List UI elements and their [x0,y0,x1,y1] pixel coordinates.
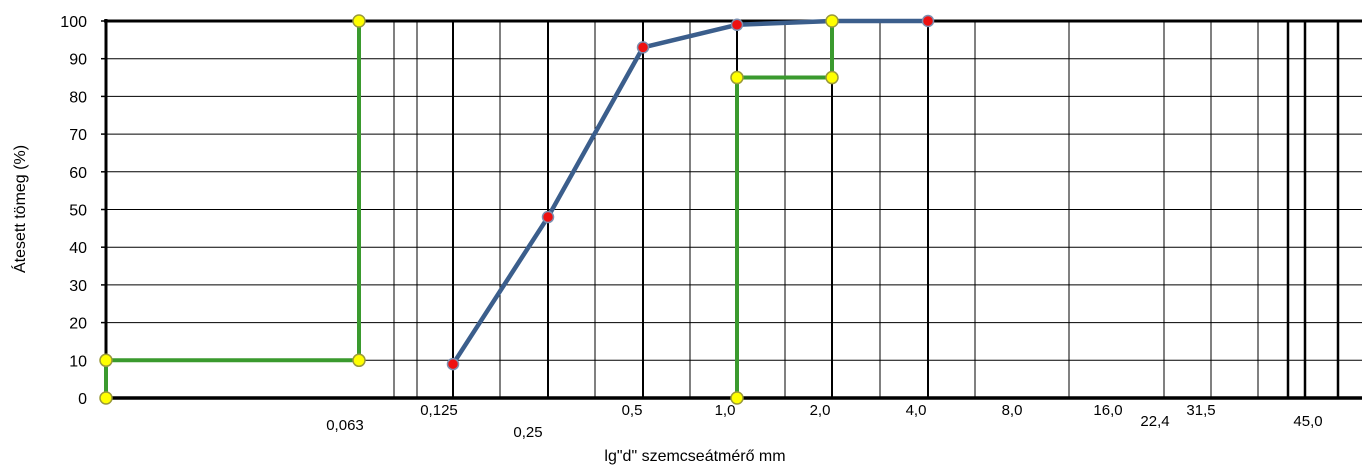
series-layer [104,18,931,400]
x-tick-label: 8,0 [1002,402,1023,419]
y-tick-label: 20 [69,316,87,333]
y-tick-label: 10 [69,353,87,370]
grading-curve-point [730,18,744,32]
x-tick-label: 0,063 [326,417,364,434]
x-tick-label: 0,5 [622,402,643,419]
grading-curve-point [636,41,650,54]
x-tick-label: 4,0 [906,402,927,419]
limit-upper-point [730,391,744,405]
x-tick-label: 45,0 [1293,413,1322,430]
limit-upper-point [730,70,744,85]
y-tick-label: 40 [69,240,87,257]
limit-upper-point [825,70,839,85]
marker-layer [99,14,935,405]
x-tick-label: 0,25 [513,424,542,441]
x-axis-title: lg"d" szemcseátmérő mm [604,448,785,465]
x-tick-label: 2,0 [810,402,831,419]
y-tick-label: 30 [69,278,87,295]
x-tick-label: 31,5 [1186,402,1215,419]
grading-curve-point [921,14,935,28]
limit-upper-point [825,14,839,28]
grading-curve-line [450,18,931,367]
x-tick-label: 16,0 [1093,402,1122,419]
y-tick-label: 0 [78,391,87,408]
y-tick-label: 90 [69,52,87,69]
x-tick-label: 22,4 [1140,413,1169,430]
y-tick-label: 70 [69,127,87,144]
grading-curve-point [446,357,460,371]
limit-lower-point [352,14,366,28]
y-tick-label: 50 [69,203,87,220]
y-tick-label: 100 [60,14,87,31]
limit-lower-point [99,353,113,368]
y-tick-label: 80 [69,89,87,106]
x-tick-label: 0,125 [420,402,458,419]
label-layer: 0 10 20 30 40 50 60 70 80 90 100 0,063 0,125 0,25 0,5 1… [60,14,1322,441]
limit-lower-point [352,353,366,368]
limit-lower-point [99,391,113,405]
limit-lower-line [104,19,361,400]
x-tick-label: 1,0 [715,402,736,419]
y-tick-label: 60 [69,165,87,182]
limit-upper-line [735,19,834,400]
grading-curve-point [541,210,555,224]
y-axis-title: Átesett tömeg (%) [10,145,29,273]
